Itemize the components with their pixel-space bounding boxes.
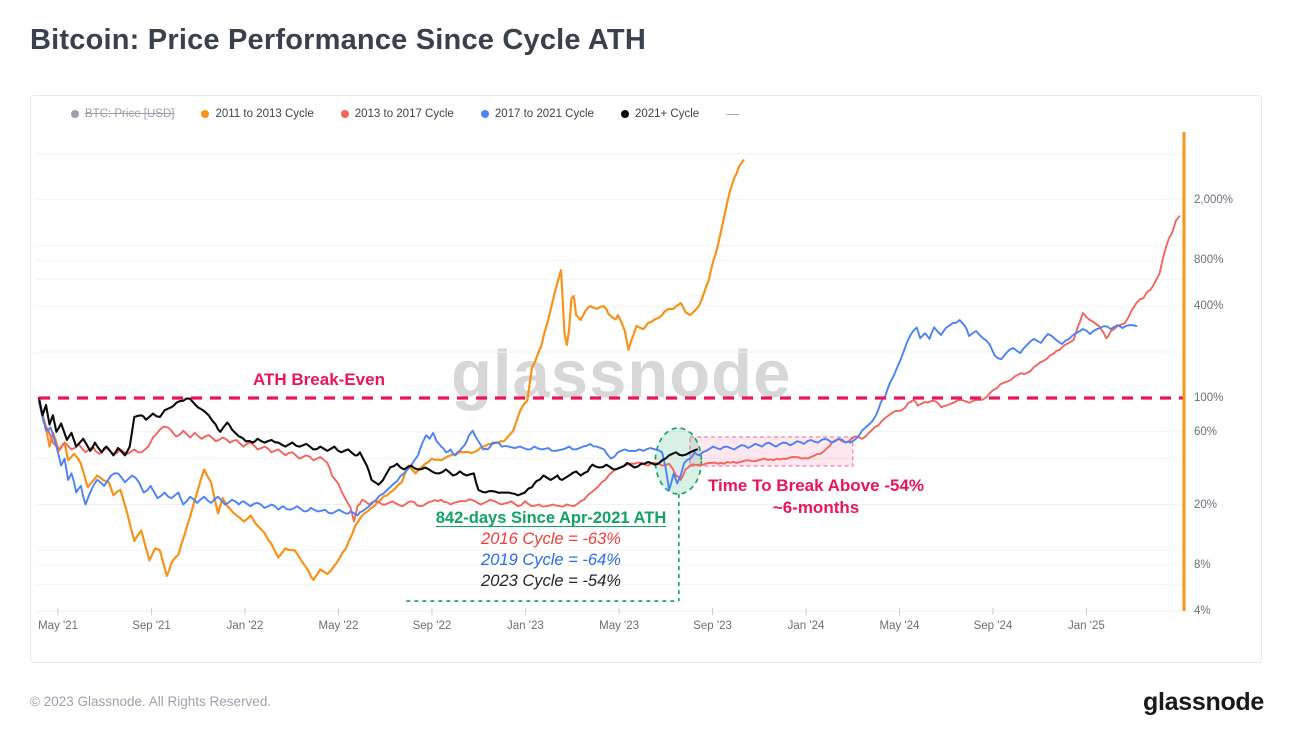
- cycle-stats-annotation: 842-days Since Apr-2021 ATH 2016 Cycle =…: [436, 508, 666, 592]
- stat-2016-cycle: 2016 Cycle = -63%: [481, 530, 621, 548]
- legend-item-2[interactable]: 2013 to 2017 Cycle: [340, 107, 454, 120]
- legend-item-4[interactable]: 2021+ Cycle: [620, 107, 700, 120]
- time-to-break-annotation: Time To Break Above -54% ~6-months: [708, 475, 924, 519]
- page-title: Bitcoin: Price Performance Since Cycle A…: [30, 24, 646, 56]
- legend-overflow-dash[interactable]: —: [726, 106, 739, 121]
- legend-dot-icon: [201, 109, 210, 118]
- time-to-break-line1: Time To Break Above -54%: [707, 476, 925, 495]
- legend-dot-icon: [71, 109, 79, 118]
- legend-dot-icon: [620, 109, 629, 118]
- legend-item-1[interactable]: 2011 to 2013 Cycle: [201, 107, 314, 120]
- legend-dot-icon: [480, 109, 489, 118]
- stat-2019-cycle: 2019 Cycle = -64%: [481, 551, 621, 569]
- stats-header: 842-days Since Apr-2021 ATH: [435, 509, 667, 527]
- copyright-text: © 2023 Glassnode. All Rights Reserved.: [30, 694, 272, 709]
- chart-legend: BTC: Price [USD] 2011 to 2013 Cycle 2013 t…: [71, 106, 739, 121]
- series-line-2013-to-2017-cycle: [38, 215, 1181, 523]
- stat-2023-cycle: 2023 Cycle = -54%: [481, 572, 621, 590]
- series-line-2017-to-2021-cycle: [38, 319, 1138, 517]
- legend-item-label: 2011 to 2013 Cycle: [215, 107, 314, 120]
- legend-item-3[interactable]: 2017 to 2021 Cycle: [480, 107, 594, 120]
- chart-plot-area[interactable]: [31, 96, 1261, 662]
- highlight-zone: [689, 436, 854, 467]
- glassnode-logo: glassnode: [1143, 688, 1264, 716]
- legend-item-label: 2021+ Cycle: [634, 107, 700, 120]
- legend-dot-icon: [340, 109, 349, 118]
- ath-breakeven-label: ATH Break-Even: [253, 370, 385, 389]
- legend-item-0[interactable]: BTC: Price [USD]: [71, 108, 174, 120]
- chart-card: BTC: Price [USD] 2011 to 2013 Cycle 2013 t…: [30, 95, 1262, 663]
- time-to-break-line2: ~6-months: [772, 498, 860, 517]
- legend-item-label: BTC: Price [USD]: [85, 107, 175, 120]
- legend-item-label: 2017 to 2021 Cycle: [494, 107, 594, 120]
- series-line-2021-cycle: [37, 396, 699, 497]
- legend-item-label: 2013 to 2017 Cycle: [354, 107, 454, 120]
